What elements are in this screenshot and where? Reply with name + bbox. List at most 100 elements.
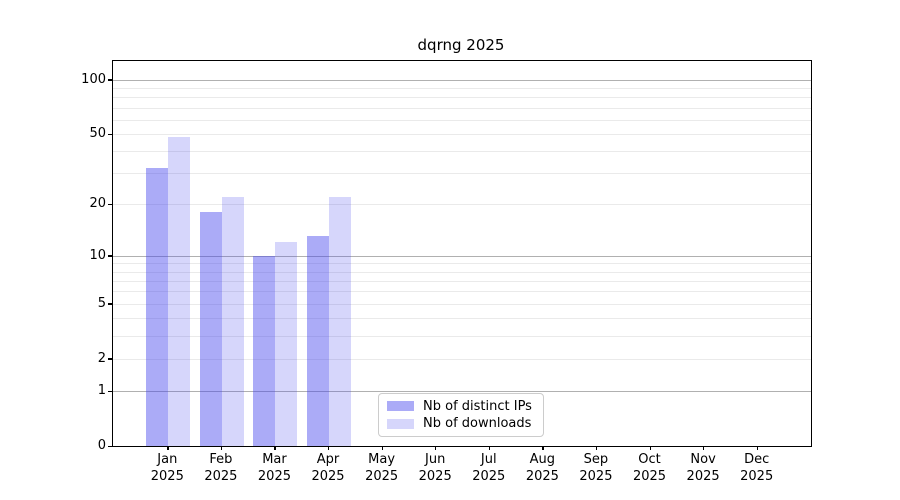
bar-apr-downloads <box>329 197 352 446</box>
month-label: Jan <box>157 452 178 467</box>
month-label: Sep <box>583 452 609 467</box>
x-tick-oct <box>649 446 651 451</box>
x-tick-may <box>381 446 383 451</box>
legend-swatch-downloads <box>387 418 414 429</box>
minor-gridline-8 <box>113 271 811 273</box>
minor-gridline-40 <box>113 151 811 153</box>
year-label: 2025 <box>257 468 291 484</box>
x-tick-label-sep: Sep 2025 <box>568 452 624 485</box>
legend-item-downloads: Nb of downloads <box>387 416 535 431</box>
minor-gridline-20 <box>113 204 811 206</box>
month-label: May <box>368 452 396 467</box>
legend-item-distinct-ips: Nb of distinct IPs <box>387 399 535 414</box>
x-tick-jun <box>435 446 437 451</box>
y-tick-100 <box>108 79 112 81</box>
y-tick-5 <box>108 303 112 305</box>
y-tick-label-50: 50 <box>89 125 106 141</box>
minor-gridline-6 <box>113 291 811 293</box>
minor-gridline-7 <box>113 280 811 282</box>
legend-swatch-distinct-ips <box>387 401 414 412</box>
bar-feb-distinct-ips <box>199 212 222 446</box>
x-tick-label-apr: Apr 2025 <box>300 452 356 485</box>
minor-gridline-4 <box>113 318 811 320</box>
legend: Nb of distinct IPs Nb of downloads <box>378 393 544 437</box>
bar-mar-downloads <box>275 242 298 446</box>
month-label: Feb <box>209 452 233 467</box>
bar-feb-downloads <box>221 197 244 446</box>
y-tick-20 <box>108 203 112 206</box>
legend-label-downloads: Nb of downloads <box>423 416 532 432</box>
y-tick-label-2: 2 <box>97 350 106 366</box>
x-tick-label-dec: Dec 2025 <box>729 452 785 485</box>
year-label: 2025 <box>311 468 345 484</box>
y-tick-label-5: 5 <box>97 295 106 311</box>
year-label: 2025 <box>472 468 506 484</box>
x-tick-label-jul: Jul 2025 <box>461 452 517 485</box>
minor-gridline-5 <box>113 303 811 305</box>
x-tick-label-jan: Jan 2025 <box>139 452 195 485</box>
year-label: 2025 <box>579 468 613 484</box>
y-tick-0 <box>108 445 112 447</box>
minor-gridline-9 <box>113 263 811 265</box>
bar-apr-distinct-ips <box>307 236 330 446</box>
x-tick-feb <box>220 446 223 451</box>
x-tick-mar <box>274 446 276 451</box>
year-label: 2025 <box>150 468 184 484</box>
year-label: 2025 <box>365 468 399 484</box>
month-label: Nov <box>690 452 716 467</box>
month-label: Dec <box>744 452 770 467</box>
minor-gridline-60 <box>113 119 811 121</box>
x-tick-jan <box>167 446 169 451</box>
y-tick-label-20: 20 <box>89 196 106 212</box>
x-tick-dec <box>756 446 758 451</box>
x-tick-label-nov: Nov 2025 <box>675 452 731 485</box>
year-label: 2025 <box>418 468 452 484</box>
year-label: 2025 <box>632 468 667 484</box>
x-tick-label-oct: Oct 2025 <box>622 452 678 485</box>
plot-area <box>112 60 812 447</box>
minor-gridline-50 <box>113 133 811 135</box>
x-tick-label-aug: Aug 2025 <box>514 452 570 485</box>
y-tick-label-100: 100 <box>81 71 106 87</box>
y-tick-10 <box>108 255 112 257</box>
y-tick-1 <box>108 390 112 392</box>
x-tick-aug <box>542 446 544 451</box>
x-tick-apr <box>328 446 330 451</box>
x-tick-nov <box>703 446 705 451</box>
month-label: Oct <box>638 452 661 467</box>
month-label: Apr <box>316 452 340 467</box>
minor-gridline-3 <box>113 335 811 337</box>
x-tick-label-jun: Jun 2025 <box>407 452 463 485</box>
bar-jan-downloads <box>168 137 191 446</box>
x-tick-label-mar: Mar 2025 <box>246 452 302 485</box>
year-label: 2025 <box>204 468 238 484</box>
minor-gridline-90 <box>113 87 811 89</box>
y-tick-50 <box>108 133 112 135</box>
year-label: 2025 <box>740 468 774 484</box>
month-label: Mar <box>262 452 287 467</box>
minor-gridline-70 <box>113 107 811 109</box>
x-tick-label-feb: Feb 2025 <box>193 452 249 485</box>
y-tick-2 <box>108 358 112 360</box>
x-tick-sep <box>595 446 598 451</box>
legend-label-distinct-ips: Nb of distinct IPs <box>423 398 532 414</box>
month-label: Jul <box>480 452 497 467</box>
month-label: Jun <box>425 452 446 467</box>
minor-gridline-2 <box>113 358 811 360</box>
y-tick-label-0: 0 <box>97 438 106 453</box>
minor-gridline-80 <box>113 97 811 99</box>
minor-gridline-30 <box>113 173 811 175</box>
y-tick-label-1: 1 <box>97 382 106 398</box>
y-tick-label-10: 10 <box>89 247 106 263</box>
year-label: 2025 <box>525 468 559 484</box>
year-label: 2025 <box>686 468 720 484</box>
x-tick-jul <box>488 446 491 451</box>
bar-jan-distinct-ips <box>146 168 169 446</box>
month-label: Aug <box>529 452 556 467</box>
major-gridline-10 <box>113 255 811 257</box>
major-gridline-100 <box>113 79 811 81</box>
major-gridline-1 <box>113 390 811 392</box>
chart-title: dqrng 2025 <box>417 36 505 54</box>
bar-mar-distinct-ips <box>253 255 276 446</box>
